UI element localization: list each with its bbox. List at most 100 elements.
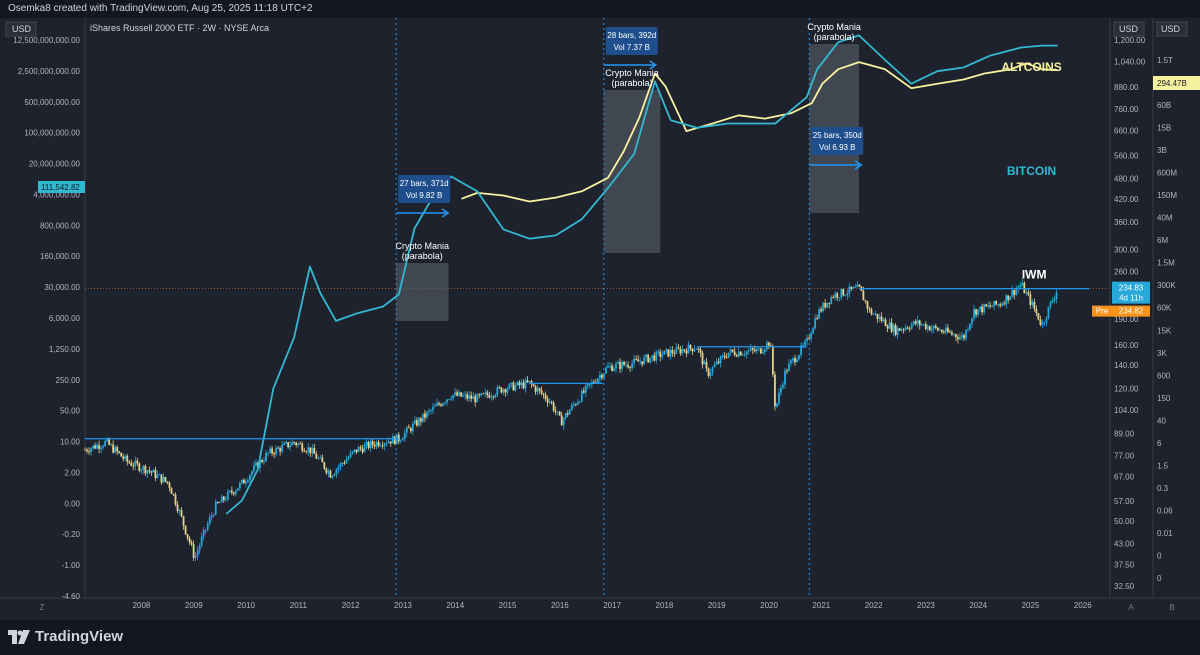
iwm-candle-body: [387, 441, 390, 444]
iwm-candle-body: [166, 481, 169, 483]
iwm-candle-body: [951, 332, 953, 335]
axis-a-tick-label: 89.00: [1114, 430, 1135, 439]
iwm-candle-body: [526, 380, 529, 383]
axis-b-tick-label: 150M: [1157, 191, 1177, 200]
iwm-candle-body: [721, 355, 724, 357]
iwm-candle-body: [639, 361, 642, 363]
iwm-candle-body: [389, 441, 392, 444]
iwm-candle-body: [162, 476, 165, 483]
x-tick-label: 2025: [1022, 601, 1040, 610]
iwm-candle-body: [842, 288, 845, 296]
axis-b-pane-label: B: [1169, 603, 1174, 612]
iwm-candle-body: [261, 460, 263, 462]
iwm-candle-body: [240, 479, 243, 483]
axis-b-tick-label: 1.5M: [1157, 259, 1175, 268]
iwm-candle-body: [472, 396, 475, 399]
iwm-candle-body: [510, 382, 513, 384]
altcoins-line: [461, 61, 1058, 203]
axis-b-currency-box[interactable]: [1156, 21, 1188, 37]
iwm-candle-body: [971, 318, 973, 324]
iwm-candle-body: [90, 448, 92, 453]
x-tick-label: 2021: [812, 601, 830, 610]
iwm-candle-body: [673, 353, 676, 355]
chart-canvas[interactable]: USD USD USD iShares Russell 2000 ETF · 2…: [0, 18, 1200, 620]
iwm-candle-body: [586, 384, 589, 386]
iwm-candle-body: [357, 447, 360, 453]
iwm-candle-body: [963, 335, 965, 339]
iwm-candle-body: [665, 349, 668, 351]
iwm-candle-body: [263, 460, 265, 462]
iwm-candle-body: [448, 399, 450, 401]
iwm-candle-body: [265, 453, 267, 461]
iwm-candle-body: [729, 349, 732, 353]
axis-a-tick-label: 43.00: [1114, 540, 1135, 549]
iwm-candle-body: [938, 330, 941, 331]
left-tick-label: 0.00: [64, 499, 80, 508]
x-tick-label: 2019: [708, 601, 726, 610]
iwm-candle-body: [295, 442, 298, 446]
left-tick-label: -0.20: [62, 530, 81, 539]
iwm-candle-body: [247, 480, 249, 482]
x-tick-label: 2011: [290, 601, 308, 610]
measure-volume-label: Vol 6.93 B: [819, 143, 855, 152]
iwm-candle-body: [102, 446, 105, 448]
left-currency-box[interactable]: [5, 21, 37, 37]
iwm-candle-body: [977, 309, 979, 315]
iwm-candle-body: [908, 328, 911, 330]
iwm-candle-body: [745, 351, 748, 355]
iwm-candle-body: [506, 388, 509, 393]
iwm-candle-body: [385, 443, 388, 444]
iwm-candle-body: [641, 361, 644, 365]
iwm-candle-body: [150, 471, 153, 473]
iwm-candle-body: [84, 449, 86, 451]
iwm-candle-body: [669, 349, 672, 357]
bitcoin-series-label: BITCOIN: [1007, 164, 1056, 178]
iwm-candle-body: [870, 309, 873, 315]
iwm-candle-body: [1035, 308, 1038, 314]
measure-arrow-head: [854, 160, 863, 170]
iwm-candle-body: [605, 367, 607, 374]
iwm-candle-body: [144, 465, 147, 474]
iwm-candle-body: [599, 375, 601, 379]
iwm-candle-body: [397, 434, 400, 442]
left-tick-label: 1,250.00: [49, 345, 81, 354]
left-tick-label: 4,000,000.00: [33, 190, 80, 199]
pre-label-text: Pre: [1096, 307, 1109, 316]
iwm-candle-body: [347, 457, 350, 460]
axis-b-currency-label: USD: [1161, 24, 1181, 34]
axis-b-tick-label: 60B: [1157, 101, 1171, 110]
iwm-candle-body: [464, 394, 467, 396]
iwm-candle-body: [381, 445, 384, 447]
left-tick-label: 100,000,000.00: [24, 129, 80, 138]
iwm-candle-body: [1047, 306, 1050, 319]
x-tick-label: 2016: [551, 601, 569, 610]
bitcoin-line: [225, 34, 1058, 515]
iwm-candle-body: [689, 344, 692, 349]
pre-value-badge: [1112, 305, 1150, 317]
iwm-candle-body: [910, 324, 913, 329]
iwm-candle-body: [488, 394, 491, 398]
iwm-candle-body: [554, 410, 557, 412]
altcoins-value-text: 294.47B: [1157, 79, 1187, 88]
x-tick-label: 2017: [603, 601, 621, 610]
iwm-candle-body: [856, 284, 859, 288]
axis-b-tick-label: 600M: [1157, 169, 1177, 178]
iwm-candle-body: [786, 370, 788, 372]
axis-a-tick-label: 32.50: [1114, 582, 1135, 591]
iwm-candle-body: [1027, 292, 1030, 295]
iwm-candle-body: [741, 354, 744, 356]
iwm-candle-body: [279, 448, 282, 452]
axis-b-tick-label: 600: [1157, 371, 1171, 380]
iwm-candle-body: [202, 529, 205, 537]
iwm-candle-body: [969, 323, 971, 330]
iwm-candle-body: [957, 337, 959, 340]
iwm-candle-body: [948, 331, 951, 333]
iwm-candle-body: [603, 373, 605, 378]
iwm-candle-body: [578, 401, 581, 403]
iwm-candle-body: [878, 316, 881, 319]
tradingview-logo[interactable]: TradingView: [8, 628, 123, 645]
iwm-candle-body: [130, 462, 133, 466]
iwm-candle-body: [401, 438, 404, 441]
iwm-candle-body: [238, 482, 241, 489]
axis-a-currency-box[interactable]: [1113, 21, 1145, 37]
